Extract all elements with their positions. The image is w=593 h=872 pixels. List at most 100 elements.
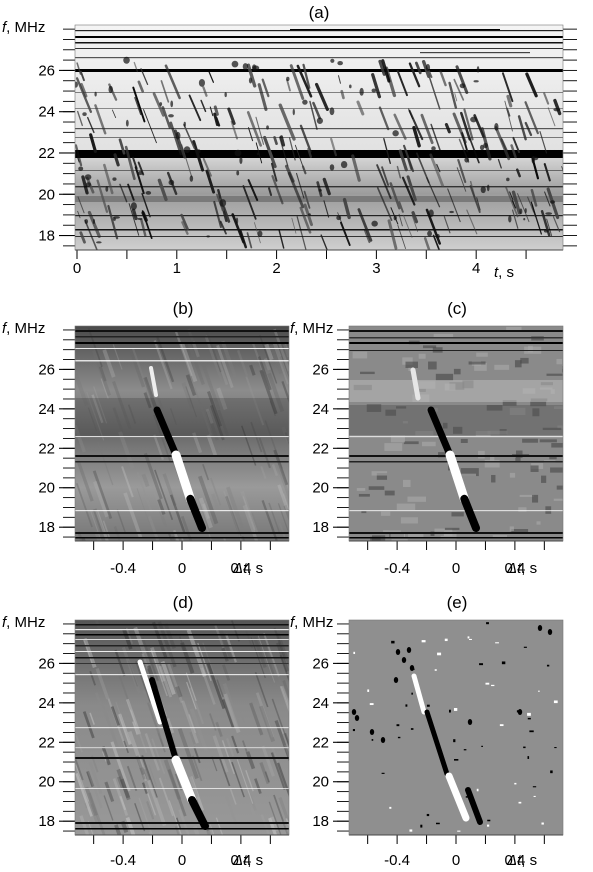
burst-tail xyxy=(465,787,483,825)
texture-streak xyxy=(211,756,218,772)
texture-streak xyxy=(219,757,231,787)
texture-streak xyxy=(75,735,83,753)
x-tick-label: 0 xyxy=(73,260,81,277)
threshold-patch xyxy=(518,507,527,512)
noise-speck xyxy=(487,819,491,822)
y-tick-label: 18 xyxy=(38,519,55,536)
burst-blob xyxy=(189,175,194,182)
noise-speck xyxy=(391,640,395,644)
burst-blob xyxy=(543,229,549,233)
threshold-patch xyxy=(402,421,408,424)
threshold-patch xyxy=(550,467,563,473)
texture-streak xyxy=(148,764,158,787)
texture-streak xyxy=(231,761,245,798)
burst-streak xyxy=(420,113,434,145)
interference-band xyxy=(75,330,289,332)
noise-speck xyxy=(453,739,456,743)
texture-streak xyxy=(236,349,249,377)
noise-blob xyxy=(351,709,357,715)
burst-streak xyxy=(279,135,286,147)
burst-streak xyxy=(270,162,278,182)
interference-band xyxy=(75,336,289,338)
noise-speck xyxy=(495,642,499,644)
faint-precursor xyxy=(149,366,158,397)
threshold-patch xyxy=(492,535,508,539)
burst-streak xyxy=(356,100,365,116)
texture-streak xyxy=(127,731,149,782)
burst-streak xyxy=(299,124,312,153)
texture-streak xyxy=(266,645,286,695)
noise-speck xyxy=(468,638,472,640)
burst-streak xyxy=(544,191,551,207)
threshold-patch xyxy=(557,425,563,429)
panel-e-ylabel: f, MHz xyxy=(290,614,333,631)
burst-streak xyxy=(111,109,117,119)
interference-band xyxy=(75,822,289,824)
threshold-patch xyxy=(390,435,405,443)
burst-blob xyxy=(519,208,523,215)
noise-blob xyxy=(406,647,412,653)
burst-streak xyxy=(131,208,138,221)
noise-speck xyxy=(434,669,437,671)
interference-band xyxy=(349,436,563,438)
interference-band xyxy=(75,510,289,512)
texture-streak xyxy=(282,680,289,700)
burst-blob xyxy=(235,217,239,225)
burst-blob xyxy=(266,125,269,130)
y-tick-label: 20 xyxy=(38,186,55,203)
burst-blob xyxy=(170,100,174,108)
burst-blob xyxy=(531,155,535,164)
texture-streak xyxy=(259,761,270,785)
burst-streak xyxy=(312,101,322,120)
burst-streak xyxy=(447,188,461,223)
noise-speck xyxy=(426,813,430,817)
burst-streak xyxy=(330,137,337,157)
interference-band xyxy=(75,657,289,659)
interference-band xyxy=(75,348,289,349)
threshold-patch xyxy=(433,333,454,339)
burst-streak xyxy=(444,123,451,134)
burst-streak xyxy=(396,70,408,97)
threshold-patch xyxy=(509,407,526,415)
burst-streak xyxy=(525,72,538,98)
burst-streak xyxy=(463,108,474,141)
texture-streak xyxy=(254,778,262,794)
texture-streak xyxy=(157,732,166,753)
threshold-patch xyxy=(372,535,386,541)
noise-speck xyxy=(405,704,408,707)
x-tick-label: 0 xyxy=(452,852,460,869)
threshold-patch xyxy=(403,533,424,538)
threshold-patch xyxy=(556,358,563,365)
noise-speck xyxy=(457,830,461,832)
texture-streak xyxy=(249,702,264,736)
texture-streak xyxy=(145,390,152,405)
burst-streak xyxy=(118,138,126,155)
texture-streak xyxy=(240,490,259,534)
burst-streak xyxy=(357,208,373,242)
burst-blob xyxy=(337,61,343,66)
burst-streak xyxy=(456,167,467,192)
burst-streak xyxy=(543,163,551,182)
burst-streak xyxy=(381,59,391,83)
texture-streak xyxy=(117,776,125,789)
texture-streak xyxy=(87,407,98,432)
texture-streak xyxy=(191,755,203,782)
y-tick-label: 24 xyxy=(312,401,329,418)
burst-blob xyxy=(476,66,480,73)
burst-streak xyxy=(143,109,157,144)
noise-speck xyxy=(437,652,442,656)
texture-streak xyxy=(169,494,186,534)
texture-streak xyxy=(125,817,136,835)
texture-streak xyxy=(107,698,127,749)
y-tick-label: 18 xyxy=(312,813,329,830)
interference-band xyxy=(75,645,289,647)
noise-blob xyxy=(537,625,543,631)
burst-blob xyxy=(92,219,95,225)
x-tick-label: 0.4 xyxy=(504,560,525,577)
texture-streak xyxy=(200,667,216,705)
texture-streak xyxy=(276,632,289,666)
burst-streak xyxy=(501,72,514,103)
texture-streak xyxy=(263,632,280,677)
interference-band xyxy=(75,788,289,789)
y-tick-label: 18 xyxy=(38,813,55,830)
